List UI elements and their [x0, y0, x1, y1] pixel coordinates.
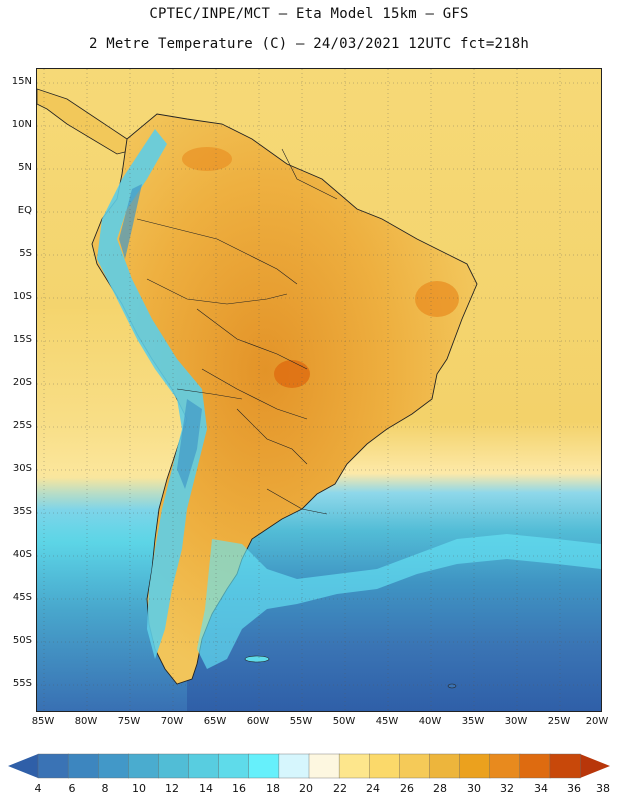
map-title-line-1: CPTEC/INPE/MCT – Eta Model 15km – GFS	[149, 6, 469, 22]
lat-label-25s: 25S	[12, 420, 32, 431]
map-title-line-2: 2 Metre Temperature (C) – 24/03/2021 12U…	[88, 36, 530, 52]
colorbar-label-6: 6	[68, 782, 76, 795]
colorbar-swatch	[549, 753, 581, 779]
colorbar-label-22: 22	[333, 782, 347, 795]
lon-label-60w: 60W	[246, 716, 270, 727]
lat-label-10s: 10S	[12, 291, 32, 302]
andes-high-peaks	[119, 184, 142, 259]
lon-label-55w: 55W	[289, 716, 313, 727]
colorbar-swatch	[429, 753, 461, 779]
temperature-map-canvas	[36, 69, 601, 711]
lat-label-50s: 50S	[12, 635, 32, 646]
colorbar-swatch	[308, 753, 340, 779]
colorbar-swatch	[128, 753, 160, 779]
lon-label-85w: 85W	[31, 716, 55, 727]
hot-spot-northeast	[415, 281, 459, 317]
colorbar-label-18: 18	[266, 782, 280, 795]
colorbar-swatch	[218, 753, 250, 779]
colorbar-swatch	[98, 753, 130, 779]
colorbar-label-32: 32	[500, 782, 514, 795]
cold-front-band	[197, 534, 601, 669]
colorbar-swatch	[67, 753, 99, 779]
andes-cold-band	[97, 129, 207, 659]
lon-label-65w: 65W	[203, 716, 227, 727]
colorbar-high-arrow	[580, 754, 610, 778]
colorbar-swatch	[248, 753, 280, 779]
colorbar-label-24: 24	[366, 782, 380, 795]
lon-label-25w: 25W	[547, 716, 571, 727]
colorbar-swatch	[188, 753, 220, 779]
colorbar-swatch	[489, 753, 521, 779]
lat-label-30s: 30S	[12, 463, 32, 474]
lat-label-15n: 15N	[11, 76, 32, 87]
altiplano-cold	[177, 399, 202, 489]
colorbar-swatch	[37, 753, 69, 779]
lon-label-70w: 70W	[160, 716, 184, 727]
colorbar-swatch	[158, 753, 190, 779]
lat-label-15s: 15S	[12, 334, 32, 345]
lon-label-30w: 30W	[504, 716, 528, 727]
temperature-colorbar	[8, 753, 610, 779]
lon-label-80w: 80W	[74, 716, 98, 727]
lon-label-20w: 20W	[585, 716, 609, 727]
falkland-islands	[244, 655, 270, 663]
south-georgia	[447, 683, 457, 689]
colorbar-low-arrow	[8, 754, 38, 778]
hot-spot-pantanal	[274, 360, 310, 388]
colorbar-label-28: 28	[433, 782, 447, 795]
lat-label-20s: 20S	[12, 377, 32, 388]
colorbar-label-20: 20	[299, 782, 313, 795]
lat-label-45s: 45S	[12, 592, 32, 603]
colorbar-label-14: 14	[199, 782, 213, 795]
country-borders	[136, 148, 338, 515]
colorbar-label-12: 12	[165, 782, 179, 795]
lon-label-35w: 35W	[461, 716, 485, 727]
colorbar-swatch	[459, 753, 491, 779]
lon-label-45w: 45W	[375, 716, 399, 727]
colorbar-label-38: 38	[596, 782, 610, 795]
hot-spot-venezuela	[182, 147, 232, 171]
lat-label-10n: 10N	[11, 119, 32, 130]
colorbar-label-8: 8	[101, 782, 109, 795]
colorbar-label-16: 16	[232, 782, 246, 795]
colorbar-label-36: 36	[567, 782, 581, 795]
colorbar-label-34: 34	[534, 782, 548, 795]
lat-label-eq: EQ	[17, 205, 32, 216]
lat-label-5s: 5S	[19, 248, 32, 259]
lat-label-40s: 40S	[12, 549, 32, 560]
lat-label-5n: 5N	[18, 162, 32, 173]
colorbar-swatch	[278, 753, 310, 779]
lon-label-40w: 40W	[418, 716, 442, 727]
colorbar-swatch	[519, 753, 551, 779]
lon-label-50w: 50W	[332, 716, 356, 727]
colorbar-label-10: 10	[132, 782, 146, 795]
colorbar-swatch	[338, 753, 370, 779]
colorbar-label-26: 26	[400, 782, 414, 795]
lat-label-35s: 35S	[12, 506, 32, 517]
lat-label-55s: 55S	[12, 678, 32, 689]
colorbar-label-30: 30	[467, 782, 481, 795]
colorbar-label-4: 4	[34, 782, 42, 795]
colorbar-swatch	[369, 753, 401, 779]
colorbar-swatch	[399, 753, 431, 779]
lon-label-75w: 75W	[117, 716, 141, 727]
temperature-map	[36, 68, 602, 712]
